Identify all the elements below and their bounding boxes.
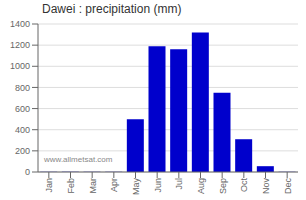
svg-text:Jun: Jun: [153, 178, 163, 193]
svg-text:600: 600: [15, 104, 30, 114]
svg-text:1200: 1200: [10, 40, 30, 50]
svg-text:800: 800: [15, 83, 30, 93]
svg-text:Jan: Jan: [44, 178, 54, 193]
html-text:www.allmetsat.com: www.allmetsat.com: [44, 155, 113, 164]
svg-text:200: 200: [15, 146, 30, 156]
svg-text:Jul: Jul: [174, 178, 184, 190]
svg-text:Feb: Feb: [66, 178, 76, 194]
svg-text:Dec: Dec: [283, 178, 293, 195]
svg-text:400: 400: [15, 125, 30, 135]
svg-text:Sep: Sep: [218, 178, 228, 194]
html-text:Dawei : precipitation (mm): Dawei : precipitation (mm): [42, 2, 182, 16]
svg-text:0: 0: [25, 167, 30, 177]
svg-text:Apr: Apr: [109, 178, 119, 192]
svg-text:Mar: Mar: [88, 178, 98, 194]
svg-text:1000: 1000: [10, 61, 30, 71]
svg-text:Aug: Aug: [196, 178, 206, 194]
svg-text:May: May: [131, 178, 141, 196]
svg-text:1400: 1400: [10, 19, 30, 29]
svg-text:Nov: Nov: [261, 178, 271, 195]
svg-text:Oct: Oct: [239, 178, 249, 193]
